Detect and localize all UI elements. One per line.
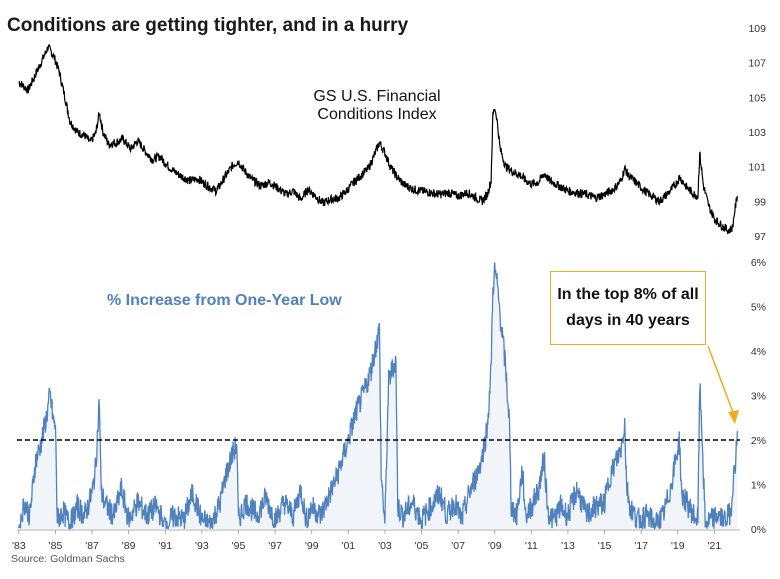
callout-line-1: In the top 8% of all [557,286,699,303]
top-y-tick-label: 101 [748,162,766,174]
x-tick-label: '13 [561,540,575,552]
x-tick-label: '91 [158,540,172,552]
bottom-y-tick-label: 2% [751,435,766,447]
top-series-line [18,43,738,235]
top-label-line-1: GS U.S. Financial [313,88,440,105]
callout-arrow-line [707,345,735,416]
callout-line-2: days in 40 years [566,312,690,329]
x-tick-label: '83 [12,540,26,552]
callout-arrow-head [728,410,739,424]
bottom-y-tick-label: 1% [751,480,766,492]
top-y-tick-label: 105 [748,92,766,104]
chart-title: Conditions are getting tighter, and in a… [7,15,409,36]
x-tick-label: '07 [451,540,465,552]
x-tick-label: '19 [671,540,685,552]
bottom-series-label: % Increase from One-Year Low [107,292,342,309]
x-tick-label: '11 [525,540,538,552]
x-tick-label: '15 [598,540,612,552]
top-y-tick-label: 109 [748,23,766,35]
annotation-callout-box: In the top 8% of all days in 40 years [550,271,706,345]
x-tick-label: '89 [122,540,136,552]
bottom-y-tick-label: 4% [751,346,766,358]
x-tick-label: '21 [708,540,722,552]
bottom-series-area [18,262,738,529]
top-y-tick-label: 97 [754,231,766,243]
top-y-tick-label: 99 [754,196,766,208]
x-tick-label: '93 [195,540,209,552]
x-tick-label: '99 [305,540,319,552]
bottom-y-axis: 0% 1% 2% 3% 4% 5% 6% [751,257,766,536]
source-note: Source: Goldman Sachs [11,553,125,565]
x-tick-label: '87 [85,540,99,552]
x-tick-label: '97 [268,540,282,552]
top-y-axis: 97 99 101 103 105 107 109 [748,23,766,243]
x-tick-label: '05 [415,540,429,552]
top-label-line-2: Conditions Index [317,106,436,123]
bottom-y-tick-label: 6% [751,257,766,269]
x-tick-label: '17 [634,540,648,552]
x-tick-label: '85 [49,540,63,552]
top-y-tick-label: 107 [748,58,766,70]
x-tick-label: '03 [378,540,392,552]
top-y-tick-label: 103 [748,127,766,139]
bottom-y-tick-label: 0% [751,524,766,536]
bottom-series-line [18,262,738,531]
x-axis: '83 '85 '87 '89 '91 '93 '95 '97 '99 '01 '03 '05 '07 '… [12,529,740,552]
bottom-y-tick-label: 5% [751,302,766,314]
x-tick-label: '09 [488,540,502,552]
x-tick-label: '95 [232,540,246,552]
x-tick-label: '01 [341,540,355,552]
bottom-y-tick-label: 3% [751,391,766,403]
